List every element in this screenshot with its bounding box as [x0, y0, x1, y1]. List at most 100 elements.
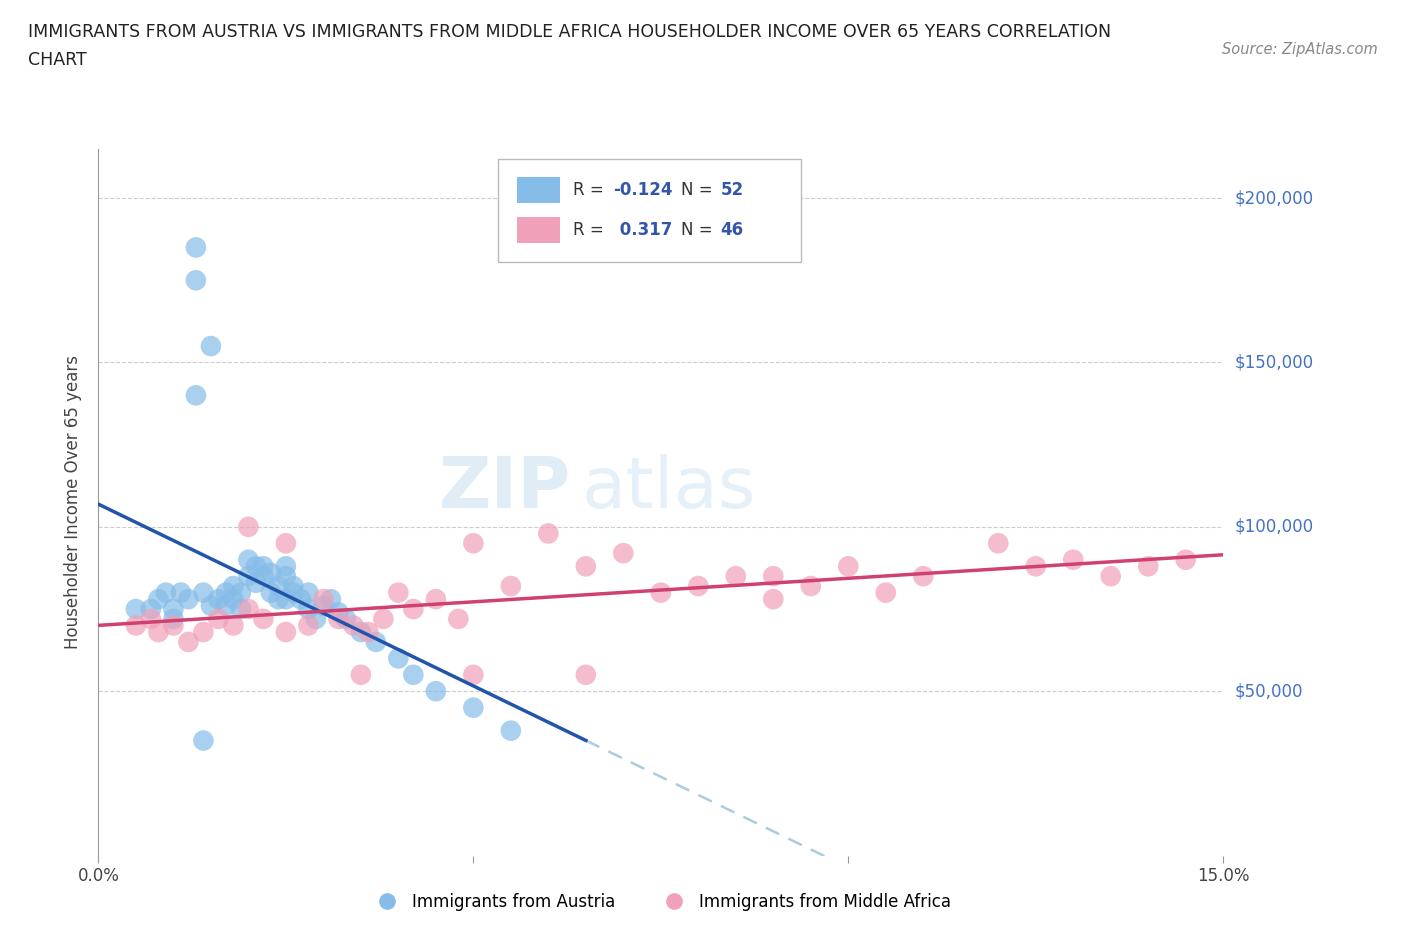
Point: [350, 668, 373, 683]
Point: [170, 585, 193, 600]
Point: [328, 611, 350, 626]
Point: [139, 611, 162, 626]
Text: 0.317: 0.317: [613, 221, 672, 239]
Text: $150,000: $150,000: [1234, 353, 1313, 371]
Point: [260, 565, 283, 580]
Point: [387, 585, 409, 600]
Point: [463, 700, 485, 715]
Point: [312, 598, 335, 613]
Point: [184, 240, 207, 255]
Text: -0.124: -0.124: [613, 180, 673, 199]
Point: [762, 591, 785, 606]
Y-axis label: Householder Income Over 65 years: Householder Income Over 65 years: [65, 355, 83, 649]
Point: [200, 339, 222, 353]
Point: [229, 602, 252, 617]
Point: [222, 618, 245, 633]
Point: [612, 546, 634, 561]
FancyBboxPatch shape: [517, 177, 560, 203]
Text: R =: R =: [574, 221, 609, 239]
Text: CHART: CHART: [28, 51, 87, 69]
Point: [207, 611, 229, 626]
Point: [335, 611, 357, 626]
Point: [387, 651, 409, 666]
Text: $100,000: $100,000: [1234, 518, 1313, 536]
Text: ZIP: ZIP: [439, 454, 571, 523]
Point: [328, 604, 350, 619]
Point: [252, 611, 274, 626]
Point: [312, 591, 335, 606]
Text: 46: 46: [720, 221, 744, 239]
Point: [319, 591, 342, 606]
Point: [305, 611, 328, 626]
Point: [1137, 559, 1160, 574]
Point: [650, 585, 672, 600]
Text: IMMIGRANTS FROM AUSTRIA VS IMMIGRANTS FROM MIDDLE AFRICA HOUSEHOLDER INCOME OVER: IMMIGRANTS FROM AUSTRIA VS IMMIGRANTS FR…: [28, 23, 1111, 41]
Point: [912, 569, 935, 584]
Point: [162, 602, 184, 617]
Text: Source: ZipAtlas.com: Source: ZipAtlas.com: [1222, 42, 1378, 57]
Point: [297, 585, 319, 600]
Point: [688, 578, 710, 593]
Point: [875, 585, 897, 600]
Point: [148, 591, 170, 606]
Point: [575, 559, 598, 574]
Point: [245, 559, 267, 574]
Point: [1174, 552, 1197, 567]
Point: [463, 536, 485, 551]
Text: $50,000: $50,000: [1234, 683, 1303, 700]
Point: [222, 578, 245, 593]
Point: [364, 634, 387, 649]
Point: [837, 559, 859, 574]
Point: [762, 569, 785, 584]
Point: [260, 585, 283, 600]
Point: [139, 602, 162, 617]
FancyBboxPatch shape: [517, 218, 560, 243]
Point: [252, 569, 274, 584]
Point: [193, 585, 215, 600]
Point: [215, 598, 238, 613]
Point: [125, 618, 148, 633]
Point: [267, 591, 290, 606]
Point: [274, 591, 297, 606]
Point: [1099, 569, 1122, 584]
Point: [155, 585, 177, 600]
Point: [724, 569, 747, 584]
Point: [177, 634, 200, 649]
Point: [1062, 552, 1084, 567]
Point: [274, 559, 297, 574]
Point: [283, 585, 305, 600]
Point: [283, 578, 305, 593]
Point: [463, 668, 485, 683]
Point: [297, 618, 319, 633]
Point: [238, 520, 260, 535]
Point: [229, 585, 252, 600]
Text: R =: R =: [574, 180, 609, 199]
Text: atlas: atlas: [582, 454, 756, 523]
Point: [238, 552, 260, 567]
Point: [274, 536, 297, 551]
Point: [297, 602, 319, 617]
Point: [402, 602, 425, 617]
Point: [162, 611, 184, 626]
Point: [274, 569, 297, 584]
Point: [215, 585, 238, 600]
Point: [193, 733, 215, 748]
Point: [148, 625, 170, 640]
Point: [238, 569, 260, 584]
Point: [184, 388, 207, 403]
Point: [252, 559, 274, 574]
Point: [575, 668, 598, 683]
Point: [125, 602, 148, 617]
Text: $200,000: $200,000: [1234, 189, 1313, 207]
Point: [274, 625, 297, 640]
Text: N =: N =: [681, 180, 718, 199]
Point: [267, 578, 290, 593]
Text: N =: N =: [681, 221, 718, 239]
Point: [238, 602, 260, 617]
Point: [425, 684, 447, 698]
Legend: Immigrants from Austria, Immigrants from Middle Africa: Immigrants from Austria, Immigrants from…: [364, 886, 957, 918]
Point: [200, 598, 222, 613]
Point: [402, 668, 425, 683]
Point: [447, 611, 470, 626]
FancyBboxPatch shape: [498, 159, 801, 262]
